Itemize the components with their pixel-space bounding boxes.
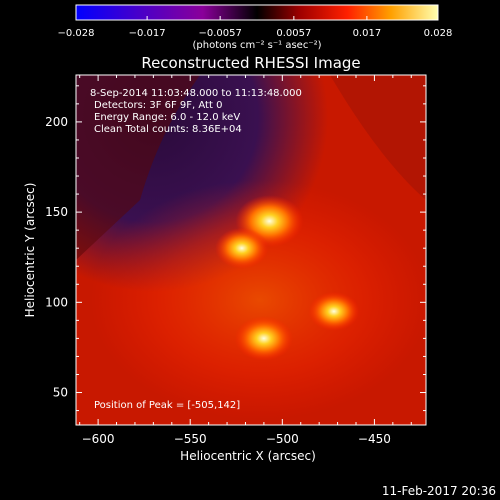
footer-timestamp: 11-Feb-2017 20:36 — [382, 484, 496, 498]
image-area — [76, 75, 426, 425]
plot-frame — [75, 74, 427, 426]
y-axis-label: Heliocentric Y (arcsec) — [23, 183, 37, 318]
y-axis-ticks: 50 100 150 200 — [45, 85, 426, 412]
annotation-line: Clean Total counts: 8.36E+04 — [94, 124, 242, 135]
annotation-block: 8-Sep-2014 11:03:48.000 to 11:13:48.000D… — [90, 88, 302, 135]
colorbar-tick-label: −0.0057 — [198, 28, 241, 39]
colorbar: −0.028 −0.017 −0.0057 0.0057 0.017 0.028 (pho… — [57, 4, 452, 51]
annotation-line: Detectors: 3F 6F 9F, Att 0 — [94, 100, 222, 111]
colorbar-tick-label: −0.028 — [57, 28, 94, 39]
dim-band — [76, 75, 200, 260]
sources-layer — [215, 195, 360, 361]
x-axis-ticks: −600 −550 −500 −450 — [79, 75, 412, 446]
colorbar-tick-label: 0.028 — [424, 28, 453, 39]
emission-source — [234, 316, 294, 361]
colorbar-tick-label: 0.0057 — [276, 28, 311, 39]
x-tick-label: −500 — [266, 432, 299, 446]
chart-title: Reconstructed RHESSI Image — [141, 54, 360, 72]
x-tick-label: −550 — [174, 432, 207, 446]
y-tick-label: 200 — [45, 115, 68, 129]
annotation-line: 8-Sep-2014 11:03:48.000 to 11:13:48.000 — [90, 88, 302, 99]
colorbar-gradient — [75, 4, 439, 21]
dim-band-2 — [330, 75, 426, 200]
y-tick-label: 150 — [45, 205, 68, 219]
x-axis-label: Heliocentric X (arcsec) — [180, 449, 316, 463]
emission-source — [215, 227, 269, 269]
peak-position-label: Position of Peak = [-505,142] — [94, 400, 240, 411]
colorbar-tick-label: 0.017 — [353, 28, 382, 39]
x-tick-label: −600 — [82, 432, 115, 446]
colorbar-tick-label: −0.017 — [129, 28, 166, 39]
y-tick-label: 50 — [53, 386, 68, 400]
emission-source — [308, 291, 360, 331]
colorbar-units: (photons cm⁻² s⁻¹ asec⁻²) — [192, 40, 321, 51]
x-tick-label: −450 — [358, 432, 391, 446]
annotation-line: Energy Range: 6.0 - 12.0 keV — [94, 112, 240, 123]
y-tick-label: 100 — [45, 295, 68, 309]
colorbar-ticks: −0.028 −0.017 −0.0057 0.0057 0.017 0.028 — [57, 16, 452, 39]
warm-halo — [90, 180, 426, 420]
